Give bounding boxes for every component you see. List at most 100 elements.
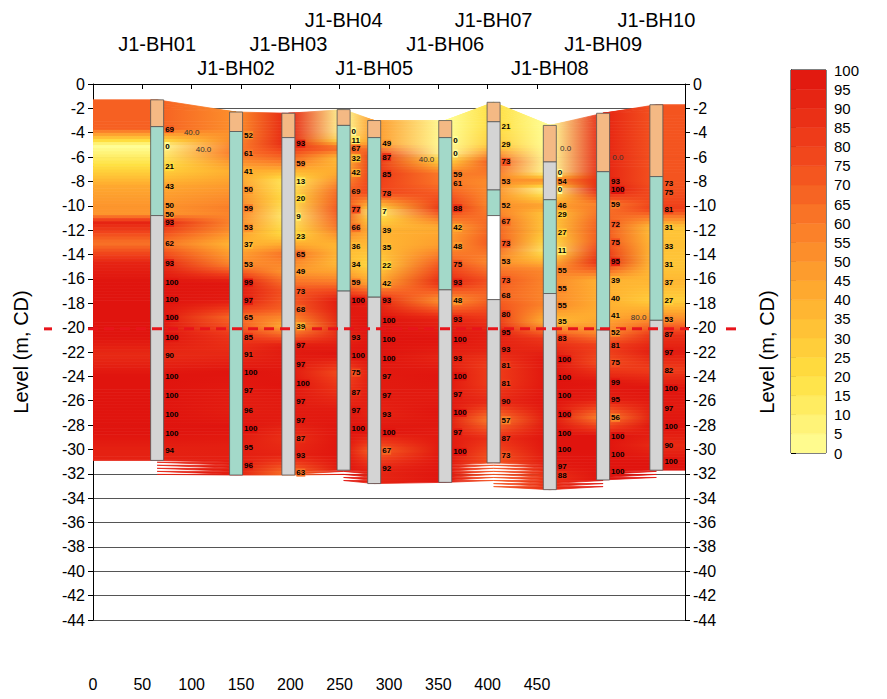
svg-text:J1-BH04: J1-BH04 (305, 9, 383, 31)
svg-text:87: 87 (296, 434, 305, 443)
svg-text:37: 37 (664, 278, 673, 287)
svg-text:-8: -8 (71, 173, 85, 190)
svg-text:100: 100 (453, 408, 467, 417)
svg-text:65: 65 (296, 250, 305, 259)
svg-text:13: 13 (296, 177, 305, 186)
svg-text:97: 97 (296, 341, 305, 350)
svg-text:100: 100 (352, 296, 366, 305)
svg-text:59: 59 (352, 278, 361, 287)
svg-text:87: 87 (502, 434, 511, 443)
svg-text:Level (m, CD): Level (m, CD) (10, 290, 32, 413)
svg-text:75: 75 (834, 157, 851, 174)
svg-text:J1-BH07: J1-BH07 (455, 9, 533, 31)
svg-text:100: 100 (453, 372, 467, 381)
svg-text:97: 97 (296, 416, 305, 425)
svg-text:48: 48 (453, 242, 462, 251)
svg-text:15: 15 (834, 387, 851, 404)
svg-text:93: 93 (453, 354, 462, 363)
svg-text:97: 97 (296, 360, 305, 369)
svg-text:45: 45 (834, 272, 851, 289)
svg-text:52: 52 (611, 328, 620, 337)
svg-text:39: 39 (296, 322, 305, 331)
svg-text:-14: -14 (62, 246, 85, 263)
svg-text:93: 93 (502, 345, 511, 354)
svg-text:-6: -6 (693, 149, 707, 166)
svg-text:100: 100 (611, 450, 625, 459)
svg-text:95: 95 (834, 81, 851, 98)
svg-text:88: 88 (453, 204, 462, 213)
svg-text:95: 95 (502, 328, 511, 337)
svg-text:97: 97 (244, 386, 253, 395)
svg-text:0.0: 0.0 (612, 153, 624, 162)
svg-text:100: 100 (558, 355, 572, 364)
svg-text:400: 400 (474, 676, 501, 693)
svg-text:42: 42 (382, 279, 391, 288)
svg-text:27: 27 (558, 228, 567, 237)
svg-text:59: 59 (296, 159, 305, 168)
svg-text:-12: -12 (693, 222, 716, 239)
svg-text:93: 93 (165, 259, 174, 268)
svg-text:-42: -42 (693, 587, 716, 604)
svg-text:69: 69 (352, 187, 361, 196)
svg-text:29: 29 (558, 210, 567, 219)
svg-text:87: 87 (382, 153, 391, 162)
svg-text:100: 100 (244, 368, 258, 377)
svg-text:73: 73 (502, 157, 511, 166)
svg-text:-10: -10 (62, 197, 85, 214)
svg-text:94: 94 (165, 446, 174, 455)
svg-text:91: 91 (244, 350, 253, 359)
svg-text:73: 73 (502, 239, 511, 248)
svg-text:81: 81 (502, 379, 511, 388)
svg-text:81: 81 (502, 361, 511, 370)
svg-text:10: 10 (834, 406, 851, 423)
svg-text:67: 67 (352, 144, 361, 153)
svg-text:59: 59 (244, 204, 253, 213)
svg-text:68: 68 (502, 291, 511, 300)
svg-text:97: 97 (453, 390, 462, 399)
svg-text:31: 31 (664, 223, 673, 232)
svg-text:J1-BH03: J1-BH03 (249, 33, 327, 55)
svg-text:93: 93 (382, 296, 391, 305)
svg-text:81: 81 (664, 205, 673, 214)
svg-text:82: 82 (664, 366, 673, 375)
svg-text:80: 80 (834, 138, 851, 155)
svg-text:-4: -4 (71, 124, 85, 141)
svg-text:-8: -8 (693, 173, 707, 190)
svg-text:22: 22 (382, 261, 391, 270)
svg-text:200: 200 (277, 676, 304, 693)
svg-text:20: 20 (834, 368, 851, 385)
svg-text:0: 0 (693, 76, 702, 93)
svg-text:59: 59 (453, 170, 462, 179)
svg-text:300: 300 (376, 676, 403, 693)
svg-text:0: 0 (558, 185, 563, 194)
svg-text:100: 100 (165, 333, 179, 342)
svg-text:-4: -4 (693, 124, 707, 141)
svg-text:100: 100 (165, 391, 179, 400)
svg-text:J1-BH10: J1-BH10 (617, 9, 695, 31)
svg-text:55: 55 (834, 234, 851, 251)
svg-text:39: 39 (382, 226, 391, 235)
svg-text:90: 90 (502, 397, 511, 406)
svg-text:48: 48 (453, 296, 462, 305)
svg-text:-16: -16 (62, 270, 85, 287)
svg-text:60: 60 (834, 215, 851, 232)
svg-text:40.0: 40.0 (419, 155, 435, 164)
svg-text:39: 39 (611, 276, 620, 285)
svg-text:55: 55 (558, 301, 567, 310)
svg-text:Level (m, CD): Level (m, CD) (756, 290, 778, 413)
svg-text:100: 100 (834, 62, 859, 79)
svg-text:-18: -18 (62, 295, 85, 312)
svg-text:-18: -18 (693, 295, 716, 312)
svg-text:-24: -24 (693, 368, 716, 385)
svg-text:42: 42 (352, 168, 361, 177)
svg-text:75: 75 (352, 368, 361, 377)
svg-text:97: 97 (382, 372, 391, 381)
svg-text:0: 0 (453, 136, 458, 145)
svg-text:99: 99 (611, 378, 620, 387)
svg-text:93: 93 (165, 218, 174, 227)
svg-text:92: 92 (382, 464, 391, 473)
svg-text:62: 62 (165, 239, 174, 248)
svg-text:34: 34 (352, 260, 361, 269)
svg-text:100: 100 (611, 467, 625, 476)
svg-text:31: 31 (664, 260, 673, 269)
